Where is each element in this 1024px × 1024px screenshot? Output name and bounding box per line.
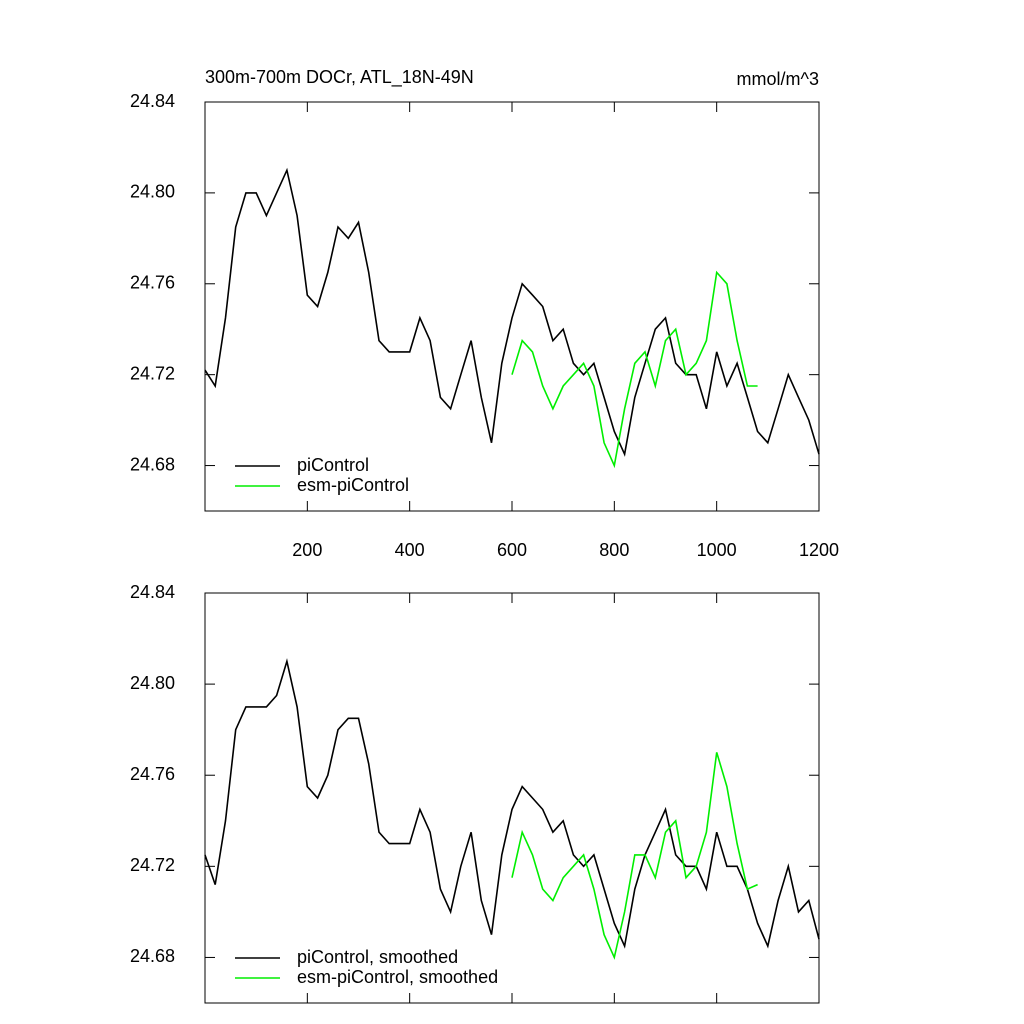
legend-label: piControl [297, 455, 369, 475]
series-line [511, 752, 758, 960]
chart-title: 300m-700m DOCr, ATL_18N-49N [205, 67, 474, 88]
plot-frame [204, 592, 820, 1004]
y-tick-label: 24.68 [130, 946, 175, 966]
legend-label: esm-piControl [297, 475, 409, 495]
x-tick-label: 400 [395, 540, 425, 560]
series-line [204, 167, 820, 457]
y-tick-label: 24.76 [130, 764, 175, 784]
x-tick-label: 200 [292, 540, 322, 560]
y-tick-label: 24.72 [130, 363, 175, 383]
x-tick-label: 1000 [697, 540, 737, 560]
plot-frame [204, 101, 820, 512]
series-line [204, 658, 820, 949]
x-tick-label: 1200 [799, 540, 839, 560]
legend-label: piControl, smoothed [297, 947, 458, 967]
series-line [511, 270, 758, 469]
y-tick-label: 24.84 [130, 91, 175, 111]
y-tick-label: 24.72 [130, 855, 175, 875]
x-tick-label: 600 [497, 540, 527, 560]
legend-label: esm-piControl, smoothed [297, 967, 498, 987]
y-tick-label: 24.68 [130, 454, 175, 474]
y-tick-label: 24.80 [130, 673, 175, 693]
x-tick-label: 800 [599, 540, 629, 560]
units-label: mmol/m^3 [737, 69, 819, 89]
y-tick-label: 24.76 [130, 273, 175, 293]
y-tick-label: 24.84 [130, 582, 175, 602]
y-tick-label: 24.80 [130, 182, 175, 202]
